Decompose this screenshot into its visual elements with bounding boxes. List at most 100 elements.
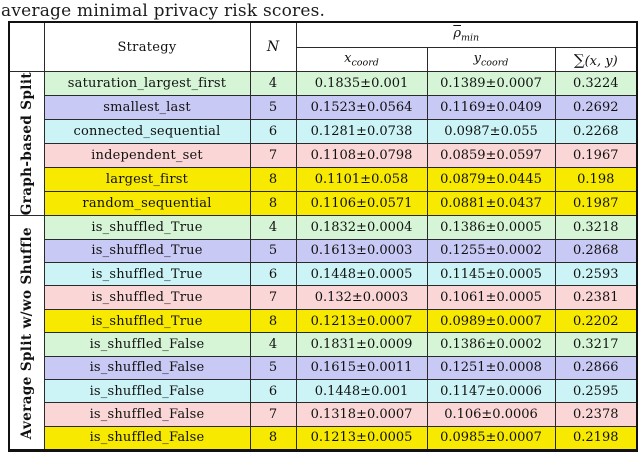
y-coord-cell: 0.1389±0.0007	[426, 70, 556, 97]
n-cell: 6	[249, 378, 297, 404]
x-coord-cell: 0.1318±0.0007	[295, 402, 428, 427]
y-coord-cell: 0.0879±0.0445	[426, 167, 556, 193]
n-cell: 7	[249, 402, 297, 427]
y-coord-cell: 0.1386±0.0002	[426, 332, 556, 357]
x-coord-cell: 0.1832±0.0004	[295, 215, 428, 240]
y-coord-cell: 0.1255±0.0002	[426, 238, 556, 264]
n-cell: 8	[249, 167, 297, 193]
table-row: is_shuffled_True 5 0.1613±0.0003 0.1255±…	[9, 238, 638, 264]
sum-cell: 0.3224	[554, 70, 638, 97]
x-coord-cell: 0.1101±0.058	[295, 167, 428, 193]
strategy-cell: is_shuffled_True	[43, 238, 251, 264]
strategy-cell: random_sequential	[43, 191, 251, 217]
table-row: Graph-based Split saturation_largest_fir…	[8, 70, 638, 217]
rho-min-subscript: min	[461, 32, 480, 44]
sum-cell: 0.2868	[554, 238, 638, 264]
group-label-graph-based-split: Graph-based Split	[8, 70, 45, 217]
sum-cell: 0.2202	[554, 308, 638, 334]
n-cell: 8	[249, 425, 297, 452]
column-header-rho-min: ρmin	[295, 21, 638, 48]
y-coord-cell: 0.1147±0.0006	[426, 378, 556, 404]
sum-cell: 0.2866	[554, 355, 638, 380]
x-coord-cell: 0.1213±0.0005	[295, 425, 428, 452]
y-coord-cell: 0.1169±0.0409	[426, 95, 556, 121]
sum-cell: 0.2593	[554, 262, 638, 287]
y-coord-cell: 0.1386±0.0005	[426, 215, 556, 240]
y-coord-cell: 0.0987±0.055	[426, 119, 556, 145]
x-coord-cell: 0.1523±0.0564	[295, 95, 428, 121]
calligraphic-n: N	[266, 39, 280, 55]
sum-cell: 0.1987	[554, 191, 638, 217]
column-header-sum-xy: ∑(x, y)	[554, 47, 638, 72]
table-row: smallest_last 5 0.1523±0.0564 0.1169±0.0…	[9, 95, 638, 121]
x-coord-cell: 0.1448±0.001	[295, 378, 428, 404]
table-row: random_sequential 8 0.1106±0.0571 0.0881…	[9, 191, 638, 217]
y-coord-cell: 0.0989±0.0007	[426, 308, 556, 334]
sum-cell: 0.198	[554, 167, 638, 193]
header-row-1: Strategy N ρmin	[8, 21, 638, 72]
y-coord-cell: 0.1251±0.0008	[426, 355, 556, 380]
sum-cell: 0.2268	[554, 119, 638, 145]
header-row-2: xcoord ycoord ∑(x, y)	[9, 47, 638, 72]
group-label-average-split: Average Split w/wo Shuffle	[8, 215, 45, 452]
n-cell: 7	[249, 143, 297, 169]
sigma-sum-symbol: ∑	[573, 50, 585, 69]
strategy-cell: is_shuffled_False	[43, 425, 251, 452]
sum-cell: 0.2595	[554, 378, 638, 404]
x-coord-cell: 0.1281±0.0738	[295, 119, 428, 145]
strategy-cell: saturation_largest_first	[43, 70, 251, 97]
n-cell: 8	[249, 191, 297, 217]
y-coord-cell: 0.0881±0.0437	[426, 191, 556, 217]
x-coord-cell: 0.1213±0.0007	[295, 308, 428, 334]
x-coord-cell: 0.1831±0.0009	[295, 332, 428, 357]
n-cell: 4	[249, 332, 297, 357]
y-coord-cell: 0.0985±0.0007	[426, 425, 556, 452]
table-row: independent_set 7 0.1108±0.0798 0.0859±0…	[9, 143, 638, 169]
sum-cell: 0.1967	[554, 143, 638, 169]
n-cell: 6	[249, 262, 297, 287]
table-row: is_shuffled_False 8 0.1213±0.0005 0.0985…	[9, 425, 638, 452]
x-coord-cell: 0.1448±0.0005	[295, 262, 428, 287]
column-header-n: N	[249, 21, 297, 72]
strategy-cell: is_shuffled_True	[43, 308, 251, 334]
strategy-cell: largest_first	[43, 167, 251, 193]
strategy-cell: is_shuffled_True	[43, 285, 251, 310]
table-row: largest_first 8 0.1101±0.058 0.0879±0.04…	[9, 167, 638, 193]
column-header-x-coord: xcoord	[295, 47, 428, 72]
x-coord-cell: 0.1106±0.0571	[295, 191, 428, 217]
n-cell: 5	[249, 95, 297, 121]
strategy-cell: is_shuffled_True	[43, 262, 251, 287]
sum-cell: 0.2378	[554, 402, 638, 427]
sum-cell: 0.2692	[554, 95, 638, 121]
n-cell: 4	[249, 70, 297, 97]
x-coord-cell: 0.1615±0.0011	[295, 355, 428, 380]
sum-cell: 0.2381	[554, 285, 638, 310]
n-cell: 6	[249, 119, 297, 145]
strategy-cell: smallest_last	[43, 95, 251, 121]
privacy-risk-table: Strategy N ρmin xcoord ycoord ∑(x, y) Gr…	[8, 21, 639, 453]
table-row: is_shuffled_True 8 0.1213±0.0007 0.0989±…	[9, 308, 638, 334]
empty-corner-cell	[8, 21, 45, 72]
strategy-cell: is_shuffled_False	[43, 378, 251, 404]
table-row: connected_sequential 6 0.1281±0.0738 0.0…	[9, 119, 638, 145]
table-row: is_shuffled_False 4 0.1831±0.0009 0.1386…	[9, 332, 638, 357]
n-cell: 5	[249, 355, 297, 380]
strategy-cell: is_shuffled_True	[43, 215, 251, 240]
y-coord-cell: 0.1145±0.0005	[426, 262, 556, 287]
table-row: Average Split w/wo Shuffle is_shuffled_T…	[8, 215, 638, 452]
n-cell: 4	[249, 215, 297, 240]
x-coord-cell: 0.1613±0.0003	[295, 238, 428, 264]
strategy-cell: is_shuffled_False	[43, 355, 251, 380]
table-row: is_shuffled_False 6 0.1448±0.001 0.1147±…	[9, 378, 638, 404]
strategy-cell: connected_sequential	[43, 119, 251, 145]
rho-bar-symbol: ρ	[453, 26, 461, 42]
x-coord-cell: 0.1108±0.0798	[295, 143, 428, 169]
sum-cell: 0.2198	[554, 425, 638, 452]
table-caption: average minimal privacy risk scores.	[1, 1, 326, 21]
table-row: is_shuffled_True 7 0.132±0.0003 0.1061±0…	[9, 285, 638, 310]
strategy-cell: is_shuffled_False	[43, 332, 251, 357]
column-header-strategy: Strategy	[43, 21, 251, 72]
table-row: is_shuffled_True 6 0.1448±0.0005 0.1145±…	[9, 262, 638, 287]
y-coord-cell: 0.106±0.0006	[426, 402, 556, 427]
